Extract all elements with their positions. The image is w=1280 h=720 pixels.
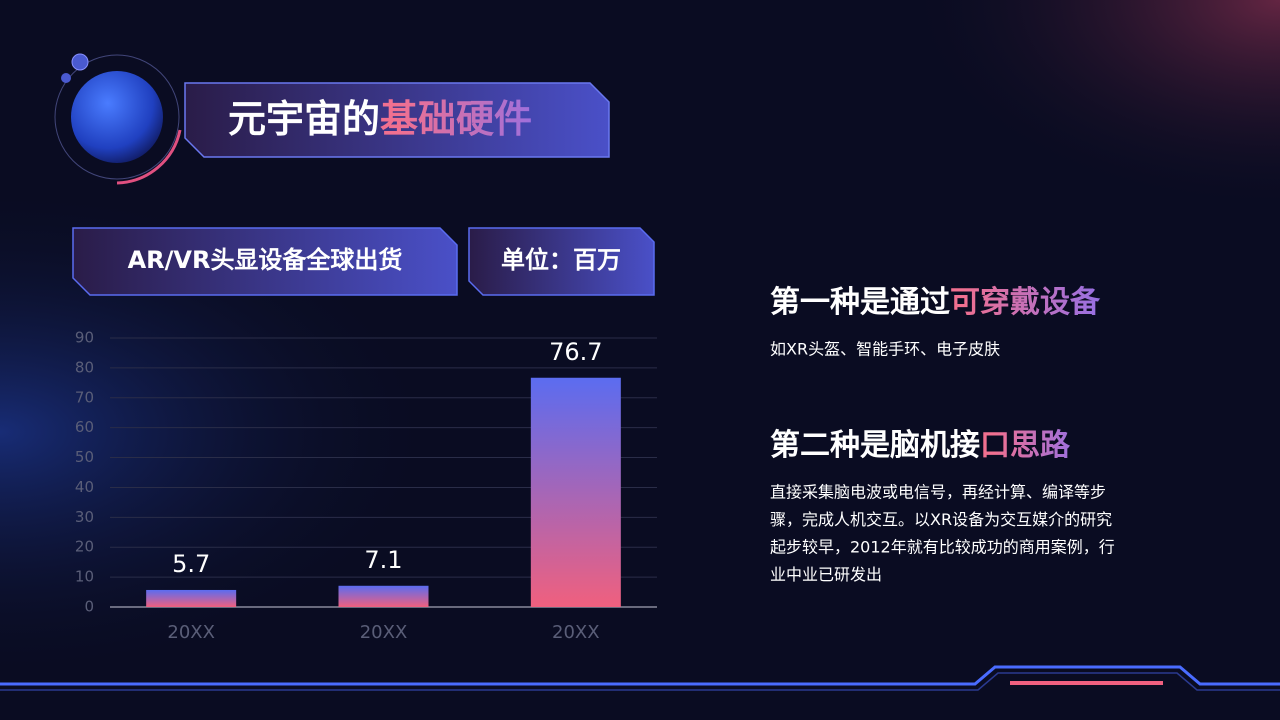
y-tick-label: 20	[75, 538, 94, 556]
point-heading: 第二种是脑机接口思路	[770, 428, 1071, 463]
y-tick-label: 0	[84, 598, 94, 616]
chart-unit: 单位：百万	[501, 246, 621, 274]
point-text: 骤，完成人机交互。以XR设备为交互媒介的研究	[770, 510, 1112, 529]
point-text: 如XR头盔、智能手环、电子皮肤	[770, 340, 1000, 359]
unit-box	[468, 227, 655, 296]
chart-title: AR/VR头显设备全球出货	[128, 246, 403, 274]
bottom-decoration	[0, 665, 1280, 691]
y-tick-label: 40	[75, 478, 94, 496]
point-text: 起步较早，2012年就有比较成功的商用案例，行	[770, 538, 1115, 557]
title-highlight: 基础硬件	[380, 97, 532, 141]
point-heading: 第一种是通过可穿戴设备	[770, 285, 1101, 320]
x-tick-label: 20XX	[360, 622, 408, 643]
y-tick-label: 80	[75, 358, 94, 376]
bar	[338, 585, 429, 607]
value-label: 7.1	[364, 546, 402, 574]
heading-highlight: 可穿戴设备	[950, 285, 1101, 320]
value-label: 76.7	[549, 338, 602, 366]
y-tick-label: 30	[75, 508, 94, 526]
chart: 0 10 20 30 40 50 60 70 80 90 20XX 5.7 20XX 7.1 20XX 76.…	[75, 329, 657, 643]
y-tick-label: 70	[75, 388, 94, 406]
title: 元宇宙的基础硬件	[228, 97, 532, 141]
title-box	[184, 82, 610, 158]
bar	[146, 589, 237, 607]
chart-title-box	[72, 227, 458, 296]
planet-icon	[54, 53, 182, 185]
heading-plain: 第一种是通过	[770, 285, 950, 320]
y-tick-label: 50	[75, 448, 94, 466]
x-tick-label: 20XX	[167, 622, 215, 643]
bar	[530, 377, 621, 607]
heading-plain: 第二种是脑机接	[770, 428, 980, 463]
value-label: 5.7	[172, 550, 210, 578]
heading-highlight: 口思路	[980, 428, 1071, 463]
title-plain: 元宇宙的	[228, 97, 380, 141]
y-tick-label: 10	[75, 568, 94, 586]
point-text: 直接采集脑电波或电信号，再经计算、编译等步	[770, 483, 1106, 502]
x-tick-label: 20XX	[552, 622, 600, 643]
point-text: 业中业已研发出	[770, 565, 882, 584]
y-tick-label: 60	[75, 418, 94, 436]
y-tick-label: 90	[75, 329, 94, 347]
points: 第一种是通过可穿戴设备如XR头盔、智能手环、电子皮肤第二种是脑机接口思路直接采集…	[770, 285, 1115, 585]
